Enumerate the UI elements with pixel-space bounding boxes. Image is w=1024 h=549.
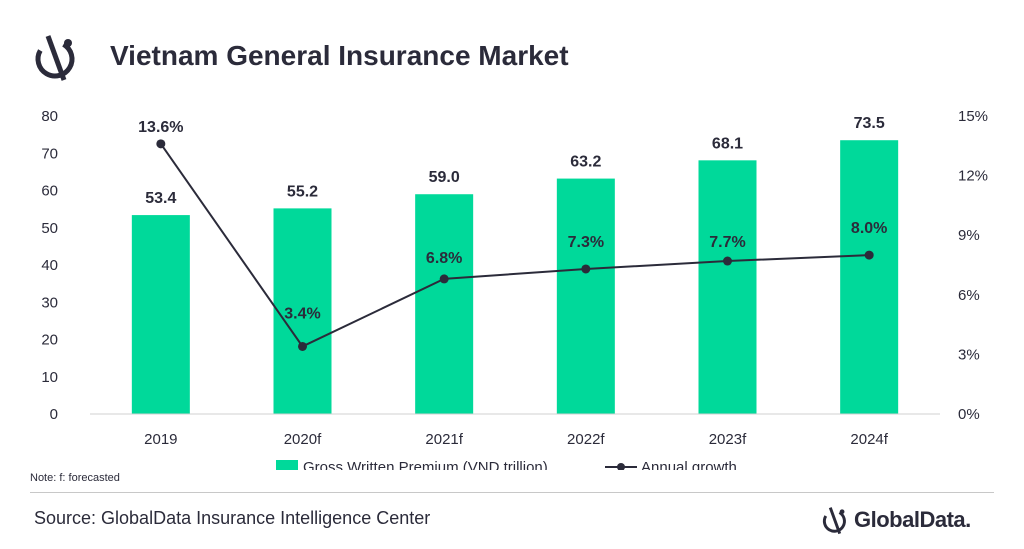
forecast-note: Note: f: forecasted xyxy=(30,472,120,484)
bar-value-label: 59.0 xyxy=(429,169,460,186)
bar-gwp xyxy=(698,160,757,414)
bar-value-label: 68.1 xyxy=(712,135,743,152)
brand-logo: GlobalData. xyxy=(822,503,971,537)
legend-label-growth: Annual growth xyxy=(641,459,737,470)
growth-line xyxy=(160,143,870,348)
right-axis-tick-label: 0% xyxy=(958,406,980,423)
globaldata-brand-icon xyxy=(822,507,846,535)
growth-point xyxy=(723,256,732,266)
growth-value-label: 13.6% xyxy=(138,119,183,136)
growth-value-label: 7.3% xyxy=(568,234,604,251)
growth-value-label: 6.8% xyxy=(426,250,462,267)
growth-value-label: 3.4% xyxy=(284,305,320,322)
combo-chart: 0 10 20 30 40 50 60 70 80 0% 3% 6% 9% 12% 15% 53.4 55.2 5… xyxy=(41,108,988,470)
growth-point xyxy=(581,264,591,274)
growth-point xyxy=(439,274,449,284)
growth-value-label: 8.0% xyxy=(851,220,887,237)
bar-gwp xyxy=(840,140,899,414)
chart-header: Vietnam General Insurance Market xyxy=(0,0,1024,100)
bar-gwp xyxy=(131,215,190,414)
right-axis-tick-label: 15% xyxy=(958,108,988,125)
left-axis-tick-label: 80 xyxy=(41,108,58,125)
bar-gwp xyxy=(556,178,615,414)
bar-value-label: 73.5 xyxy=(854,115,885,132)
footer-divider xyxy=(30,492,994,493)
globaldata-logo-icon xyxy=(35,35,75,81)
bar-gwp xyxy=(273,208,332,414)
legend-swatch-gwp xyxy=(276,460,298,470)
bar-value-label: 55.2 xyxy=(287,183,318,200)
left-axis-tick-label: 10 xyxy=(41,369,58,386)
x-axis-tick-label: 2023f xyxy=(709,431,747,448)
left-axis-tick-label: 0 xyxy=(50,406,58,423)
right-axis-tick-label: 9% xyxy=(958,227,980,244)
growth-point xyxy=(298,341,307,351)
x-axis-tick-label: 2024f xyxy=(850,431,888,448)
left-axis-tick-label: 40 xyxy=(41,257,58,274)
left-axis-tick-label: 30 xyxy=(41,294,58,311)
bar-value-label: 53.4 xyxy=(145,190,176,207)
right-axis-tick-label: 6% xyxy=(958,287,980,304)
left-axis-tick-label: 20 xyxy=(41,332,58,349)
right-axis-tick-label: 12% xyxy=(958,168,988,185)
legend-swatch-growth-point xyxy=(617,463,625,470)
bar-gwp xyxy=(415,194,474,414)
x-axis-tick-label: 2021f xyxy=(425,431,463,448)
growth-value-label: 7.7% xyxy=(709,234,745,251)
left-axis-tick-label: 50 xyxy=(41,220,58,237)
legend-label-gwp: Gross Written Premium (VND trillion) xyxy=(303,459,548,470)
brand-text: GlobalData. xyxy=(854,507,971,532)
right-axis-tick-label: 3% xyxy=(958,346,980,363)
x-axis-tick-label: 2022f xyxy=(567,431,605,448)
x-axis-tick-label: 2019 xyxy=(144,431,177,448)
source-text: Source: GlobalData Insurance Intelligenc… xyxy=(34,508,431,528)
x-axis-tick-label: 2020f xyxy=(284,431,322,448)
left-axis-tick-label: 60 xyxy=(41,183,58,200)
left-axis-tick-label: 70 xyxy=(41,145,58,162)
bar-value-label: 63.2 xyxy=(570,154,601,171)
growth-point xyxy=(156,139,166,149)
chart-title: Vietnam General Insurance Market xyxy=(110,40,569,71)
growth-point xyxy=(864,250,874,260)
